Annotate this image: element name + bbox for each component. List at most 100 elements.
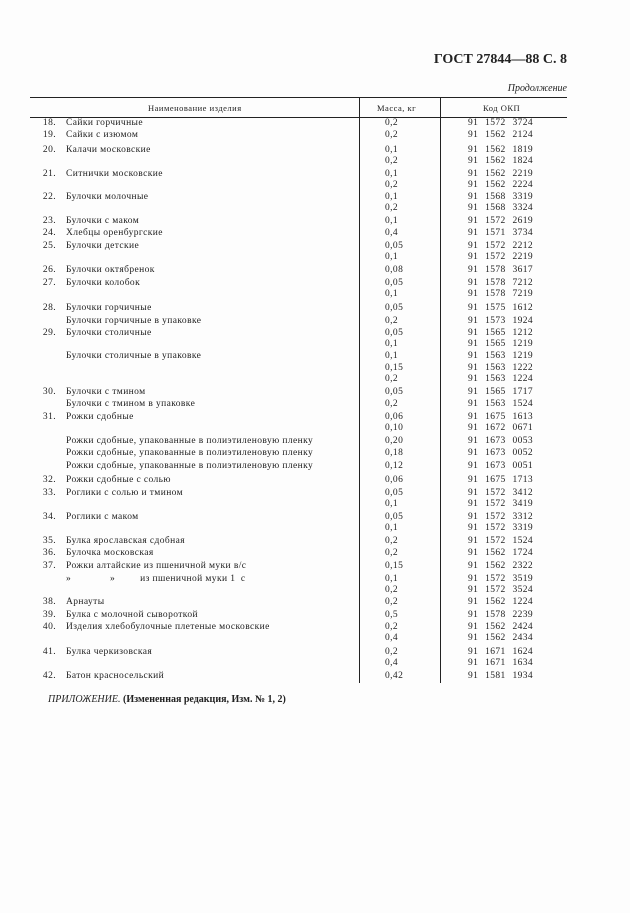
cell-name: Рожки сдобные, упакованные в полиэтилено… — [66, 461, 314, 471]
cell-name: Сайки с изюмом — [66, 130, 139, 140]
column-header-code: Код ОКП — [483, 103, 521, 113]
cell-name: Рожки алтайские из пшеничной муки в/с — [66, 561, 247, 571]
table-row: 21. Ситнички московские 0,1 91 1562 2219 — [0, 169, 630, 181]
cell-num: 32. — [42, 475, 56, 485]
table-row: 41. Булка черкизовская 0,2 91 1671 1624 — [0, 647, 630, 659]
cell-code: 91 1572 3419 — [468, 499, 534, 509]
cell-mass: 0,1 — [385, 574, 399, 584]
column-header-name: Наименование изделия — [148, 103, 242, 113]
footer-label: ПРИЛОЖЕНИЕ. — [48, 694, 121, 705]
cell-code: 91 1671 1634 — [468, 658, 534, 668]
cell-mass: 0,05 — [385, 278, 404, 288]
cell-mass: 0,05 — [385, 303, 404, 313]
cell-code: 91 1575 1612 — [468, 303, 534, 313]
table-row: 22. Булочки молочные 0,1 91 1568 3319 — [0, 192, 630, 204]
cell-mass: 0,06 — [385, 412, 404, 422]
cell-code: 91 1578 3617 — [468, 265, 534, 275]
cell-code: 91 1572 3312 — [468, 512, 534, 522]
table-row: Булочки с тмином в упаковке 0,2 91 1563 15… — [0, 399, 630, 411]
cell-code: 91 1572 3319 — [468, 523, 534, 533]
cell-code: 91 1572 2219 — [468, 252, 534, 262]
cell-num: 22. — [42, 192, 56, 202]
table-row: 37. Рожки алтайские из пшеничной муки в/с… — [0, 561, 630, 573]
cell-code: 91 1562 2124 — [468, 130, 534, 140]
cell-num: 36. — [42, 548, 56, 558]
cell-mass: 0,12 — [385, 461, 404, 471]
cell-num: 28. — [42, 303, 56, 313]
cell-name: Булочки колобок — [66, 278, 141, 288]
cell-name: Хлебцы оренбургские — [66, 228, 163, 238]
cell-name: Ситнички московские — [66, 169, 163, 179]
table-row: 28. Булочки горчичные 0,05 91 1575 1612 — [0, 303, 630, 315]
cell-code: 91 1671 1624 — [468, 647, 534, 657]
cell-mass: 0,1 — [385, 252, 399, 262]
cell-num: 18. — [42, 118, 56, 128]
cell-name: Булка черкизовская — [66, 647, 153, 657]
table-row: Булочки горчичные в упаковке 0,2 91 1573 1… — [0, 316, 630, 328]
cell-code: 91 1563 1219 — [468, 351, 534, 361]
column-divider — [440, 97, 441, 683]
cell-code: 91 1562 1824 — [468, 156, 534, 166]
cell-code: 91 1673 0052 — [468, 448, 534, 458]
table-row: 30. Булочки с тмином 0,05 91 1565 1717 — [0, 387, 630, 399]
cell-name: Рожки сдобные, упакованные в полиэтилено… — [66, 448, 314, 458]
cell-name: Булочки столичные в упаковке — [66, 351, 202, 361]
cell-code: 91 1565 1219 — [468, 339, 534, 349]
cell-mass: 0,18 — [385, 448, 404, 458]
cell-num: 37. — [42, 561, 56, 571]
cell-code: 91 1675 1613 — [468, 412, 534, 422]
cell-mass: 0,2 — [385, 622, 399, 632]
continuation-label: Продолжение — [507, 83, 567, 94]
cell-code: 91 1572 3524 — [468, 585, 534, 595]
cell-name: Булочки с маком — [66, 216, 140, 226]
cell-mass: 0,2 — [385, 130, 399, 140]
cell-mass: 0,2 — [385, 203, 399, 213]
table-row: 20. Калачи московские 0,1 91 1562 1819 — [0, 145, 630, 157]
cell-name: Рожки сдобные — [66, 412, 134, 422]
cell-num: 39. — [42, 610, 56, 620]
cell-mass: 0,1 — [385, 145, 399, 155]
cell-mass: 0,4 — [385, 633, 399, 643]
table-row: 42. Батон красносельский 0,42 91 1581 1934 — [0, 671, 630, 683]
cell-num: 38. — [42, 597, 56, 607]
table-row: 0,10 91 1672 0671 — [0, 423, 630, 435]
cell-mass: 0,1 — [385, 351, 399, 361]
table-row: 33. Роглики с солью и тмином 0,05 91 1572 3… — [0, 488, 630, 500]
cell-code: 91 1562 2322 — [468, 561, 534, 571]
cell-mass: 0,1 — [385, 169, 399, 179]
table-row: 29. Булочки столичные 0,05 91 1565 1212 — [0, 328, 630, 340]
cell-mass: 0,05 — [385, 488, 404, 498]
table-row: 0,2 91 1572 3524 — [0, 585, 630, 597]
cell-name: Булка ярославская сдобная — [66, 536, 186, 546]
cell-mass: 0,1 — [385, 216, 399, 226]
table-row: 0,1 91 1578 7219 — [0, 289, 630, 301]
cell-code: 91 1572 2212 — [468, 241, 534, 251]
table-row: 0,2 91 1562 2224 — [0, 180, 630, 192]
cell-name: Сайки горчичные — [66, 118, 143, 128]
cell-mass: 0,1 — [385, 339, 399, 349]
cell-mass: 0,2 — [385, 536, 399, 546]
cell-name: Арнауты — [66, 597, 105, 607]
cell-code: 91 1565 1717 — [468, 387, 534, 397]
table-row: » » из пшеничной муки 1 с 0,1 91 1572 3519 — [0, 574, 630, 586]
cell-mass: 0,2 — [385, 316, 399, 326]
table-row: 0,15 91 1563 1222 — [0, 363, 630, 375]
cell-code: 91 1675 1713 — [468, 475, 534, 485]
cell-mass: 0,10 — [385, 423, 404, 433]
cell-code: 91 1565 1212 — [468, 328, 534, 338]
cell-name: Калачи московские — [66, 145, 151, 155]
table-row: 0,2 91 1562 1824 — [0, 156, 630, 168]
cell-code: 91 1672 0671 — [468, 423, 534, 433]
cell-mass: 0,08 — [385, 265, 404, 275]
table-row: 0,4 91 1671 1634 — [0, 658, 630, 670]
cell-name: Булочки столичные — [66, 328, 152, 338]
column-header-mass: Масса, кг — [377, 103, 417, 113]
cell-mass: 0,4 — [385, 658, 399, 668]
cell-code: 91 1562 2434 — [468, 633, 534, 643]
table-row: 0,2 91 1568 3324 — [0, 203, 630, 215]
cell-name: Булочки молочные — [66, 192, 149, 202]
table-row: 23. Булочки с маком 0,1 91 1572 2619 — [0, 216, 630, 228]
cell-code: 91 1572 3519 — [468, 574, 534, 584]
cell-num: 21. — [42, 169, 56, 179]
